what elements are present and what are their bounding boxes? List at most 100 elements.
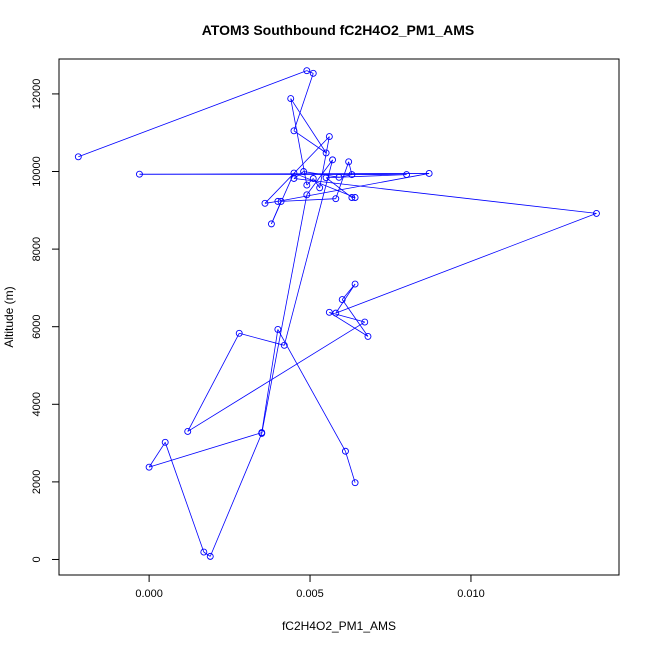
data-point bbox=[258, 429, 266, 437]
data-point bbox=[348, 194, 356, 201]
data-point bbox=[332, 195, 340, 203]
series-segment bbox=[271, 201, 282, 225]
x-axis: 0.000 0.005 0.010 bbox=[135, 575, 485, 600]
series-segment bbox=[329, 311, 365, 323]
series-segment bbox=[264, 136, 330, 204]
data-point bbox=[184, 428, 192, 435]
y-tick-label: 2000 bbox=[31, 470, 43, 494]
series-segment bbox=[277, 329, 346, 452]
y-axis-label: Altitude (m) bbox=[2, 286, 16, 347]
data-point bbox=[145, 463, 153, 471]
series-segment bbox=[293, 172, 356, 198]
series-segment bbox=[319, 136, 330, 188]
data-point bbox=[322, 149, 330, 157]
data-point bbox=[351, 479, 359, 487]
series-segment bbox=[293, 73, 314, 131]
y-tick-label: 6000 bbox=[31, 314, 43, 338]
series-segment bbox=[306, 159, 333, 196]
data-point bbox=[322, 174, 330, 182]
data-point bbox=[309, 69, 317, 77]
x-axis-label: fC2H4O2_PM1_AMS bbox=[282, 619, 396, 633]
data-point bbox=[235, 329, 243, 337]
data-point bbox=[277, 197, 285, 205]
data-point bbox=[267, 220, 275, 228]
data-point bbox=[364, 332, 372, 340]
x-tick-label: 0.010 bbox=[457, 588, 485, 600]
data-point bbox=[290, 175, 298, 182]
data-point bbox=[290, 169, 298, 177]
y-tick-label: 10000 bbox=[31, 156, 43, 187]
series-segment bbox=[341, 299, 369, 337]
data-point bbox=[300, 168, 308, 175]
data-point bbox=[325, 308, 333, 316]
data-point bbox=[280, 341, 288, 349]
y-tick-label: 4000 bbox=[31, 392, 43, 416]
data-point bbox=[161, 438, 169, 446]
data-point bbox=[261, 199, 269, 207]
series-segment bbox=[293, 171, 304, 179]
data-point bbox=[593, 209, 600, 217]
data-point bbox=[290, 127, 298, 135]
data-point bbox=[425, 170, 433, 177]
series-segment bbox=[345, 451, 356, 483]
data-point bbox=[274, 325, 282, 333]
series-segment bbox=[187, 333, 240, 432]
series-segment bbox=[164, 442, 205, 553]
data-point bbox=[338, 296, 346, 303]
series-segment bbox=[148, 442, 166, 468]
series-segment bbox=[283, 159, 333, 346]
series-segment bbox=[348, 161, 353, 175]
data-point bbox=[316, 184, 324, 192]
series-segment bbox=[293, 130, 327, 154]
y-tick-label: 0 bbox=[31, 556, 43, 562]
series-segment bbox=[290, 98, 327, 154]
series-segment bbox=[306, 70, 314, 74]
series-segment bbox=[261, 194, 308, 434]
data-point bbox=[287, 95, 295, 103]
series-segment bbox=[338, 174, 352, 178]
data-point bbox=[403, 171, 411, 179]
series-segment bbox=[281, 198, 336, 202]
series-segment bbox=[187, 321, 365, 432]
data-point bbox=[303, 67, 311, 75]
data-point bbox=[200, 548, 208, 556]
x-tick-label: 0.005 bbox=[296, 588, 324, 600]
data-point bbox=[351, 194, 359, 201]
series-segment bbox=[312, 178, 321, 189]
data-point bbox=[348, 171, 356, 179]
data-point bbox=[335, 173, 343, 181]
data-point bbox=[361, 318, 369, 326]
data-point bbox=[303, 181, 311, 189]
series-segment bbox=[148, 432, 262, 468]
series-segment bbox=[239, 332, 285, 346]
series-segment bbox=[293, 178, 597, 214]
data-point bbox=[206, 552, 214, 560]
series-segment bbox=[261, 329, 279, 433]
series-lines bbox=[78, 70, 597, 557]
data-point bbox=[303, 191, 311, 199]
series-segment bbox=[264, 200, 278, 204]
data-point bbox=[136, 170, 143, 178]
data-point bbox=[309, 175, 317, 182]
x-tick-label: 0.000 bbox=[135, 588, 163, 600]
data-point bbox=[325, 133, 333, 141]
y-axis: 0 2000 4000 6000 8000 10000 12000 bbox=[31, 79, 59, 563]
series-segment bbox=[290, 98, 308, 186]
y-tick-label: 8000 bbox=[31, 237, 43, 261]
series-segment bbox=[203, 551, 211, 557]
series-segment bbox=[303, 171, 340, 178]
y-tick-label: 12000 bbox=[31, 79, 43, 110]
data-point bbox=[351, 280, 359, 288]
data-point bbox=[341, 447, 349, 455]
series-points bbox=[74, 67, 600, 560]
series-segment bbox=[78, 70, 307, 158]
series-segment bbox=[335, 161, 350, 199]
series-segment bbox=[306, 178, 314, 186]
data-point bbox=[332, 309, 340, 317]
data-point bbox=[274, 197, 282, 205]
data-point bbox=[345, 158, 353, 166]
series-segment bbox=[335, 213, 597, 314]
series-segment bbox=[277, 173, 430, 202]
plot-frame bbox=[58, 58, 620, 576]
